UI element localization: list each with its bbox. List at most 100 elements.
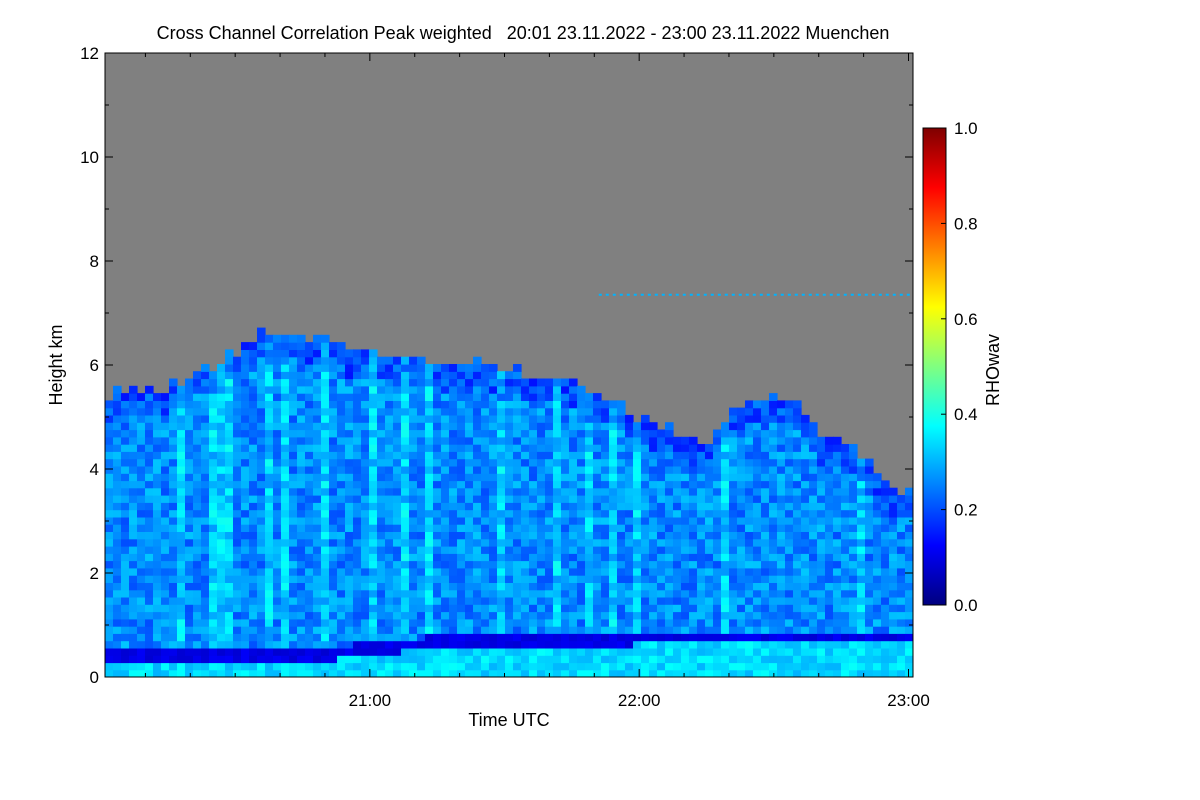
heatmap-cell: [169, 400, 178, 409]
heatmap-cell: [481, 626, 490, 634]
heatmap-cell: [553, 385, 562, 394]
heatmap-cell: [601, 669, 610, 677]
heatmap-cell: [169, 502, 178, 511]
heatmap-cell: [585, 546, 594, 554]
heatmap-cell: [345, 364, 354, 372]
heatmap-cell: [193, 458, 202, 467]
heatmap-cell: [441, 546, 450, 554]
heatmap-cell: [321, 436, 330, 445]
heatmap-cell: [345, 538, 354, 547]
heatmap-cell: [425, 582, 434, 591]
heatmap-cell: [249, 371, 258, 380]
heatmap-cell: [137, 516, 146, 525]
heatmap-cell: [809, 611, 818, 620]
heatmap-cell: [289, 429, 298, 438]
heatmap-cell: [297, 400, 306, 409]
heatmap-cell: [553, 626, 562, 634]
heatmap-cell: [353, 378, 362, 387]
heatmap-cell: [601, 531, 610, 540]
heatmap-cell: [769, 546, 778, 554]
heatmap-cell: [361, 502, 370, 511]
heatmap-cell: [841, 473, 850, 482]
heatmap-cell: [793, 567, 802, 576]
heatmap-cell: [745, 502, 754, 511]
heatmap-cell: [273, 553, 282, 562]
heatmap-cell: [697, 451, 706, 460]
heatmap-cell: [233, 495, 242, 503]
heatmap-cell: [801, 633, 810, 642]
heatmap-cell: [609, 647, 618, 656]
heatmap-cell: [705, 611, 714, 620]
heatmap-cell: [449, 538, 458, 547]
heatmap-cell: [281, 407, 290, 416]
heatmap-cell: [345, 662, 354, 671]
heatmap-cell: [793, 553, 802, 562]
heatmap-cell: [481, 560, 490, 569]
heatmap-cell: [785, 465, 794, 474]
heatmap-cell: [393, 589, 402, 598]
heatmap-cell: [561, 538, 570, 547]
heatmap-cell: [225, 502, 234, 511]
heatmap-cell: [289, 364, 298, 372]
heatmap-cell: [777, 589, 786, 598]
heatmap-cell: [697, 524, 706, 532]
heatmap-cell: [689, 647, 698, 656]
heatmap-cell: [209, 371, 218, 380]
heatmap-cell: [833, 495, 842, 503]
heatmap-cell: [145, 647, 154, 656]
heatmap-cell: [217, 371, 226, 380]
heatmap-cell: [777, 618, 786, 627]
heatmap-cell: [457, 546, 466, 554]
heatmap-cell: [137, 618, 146, 627]
heatmap-cell: [425, 516, 434, 525]
heatmap-cell: [345, 385, 354, 394]
heatmap-cell: [297, 655, 306, 664]
heatmap-cell: [801, 582, 810, 591]
heatmap-cell: [305, 589, 314, 598]
heatmap-cell: [569, 502, 578, 511]
heatmap-cell: [865, 626, 874, 634]
heatmap-cell: [609, 604, 618, 613]
heatmap-cell: [225, 436, 234, 445]
heatmap-cell: [465, 516, 474, 525]
heatmap-cell: [281, 531, 290, 540]
heatmap-cell: [641, 553, 650, 562]
heatmap-cell: [473, 640, 482, 649]
heatmap-cell: [137, 509, 146, 518]
heatmap-cell: [721, 626, 730, 634]
heatmap-cell: [793, 407, 802, 416]
heatmap-cell: [313, 422, 322, 431]
heatmap-cell: [385, 436, 394, 445]
heatmap-cell: [353, 458, 362, 467]
heatmap-cell: [761, 582, 770, 591]
heatmap-cell: [257, 618, 266, 627]
heatmap-cell: [425, 458, 434, 467]
heatmap-cell: [649, 531, 658, 540]
heatmap-cell: [777, 480, 786, 489]
heatmap-cell: [849, 524, 858, 532]
heatmap-cell: [369, 480, 378, 489]
heatmap-cell: [809, 662, 818, 671]
heatmap-cell: [769, 626, 778, 634]
heatmap-cell: [641, 546, 650, 554]
heatmap-cell: [241, 356, 250, 365]
heatmap-cell: [537, 444, 546, 452]
heatmap-cell: [457, 473, 466, 482]
heatmap-cell: [201, 480, 210, 489]
heatmap-cell: [897, 553, 906, 562]
heatmap-cell: [753, 604, 762, 613]
heatmap-cell: [273, 400, 282, 409]
heatmap-cell: [585, 589, 594, 598]
heatmap-cell: [377, 458, 386, 467]
heatmap-cell: [657, 662, 666, 671]
heatmap-cell: [369, 371, 378, 380]
heatmap-cell: [377, 516, 386, 525]
heatmap-cell: [321, 596, 330, 605]
heatmap-cell: [705, 465, 714, 474]
heatmap-cell: [289, 393, 298, 401]
heatmap-cell: [617, 531, 626, 540]
heatmap-cell: [505, 393, 514, 401]
heatmap-cell: [409, 582, 418, 591]
heatmap-cell: [201, 407, 210, 416]
heatmap-cell: [281, 640, 290, 649]
